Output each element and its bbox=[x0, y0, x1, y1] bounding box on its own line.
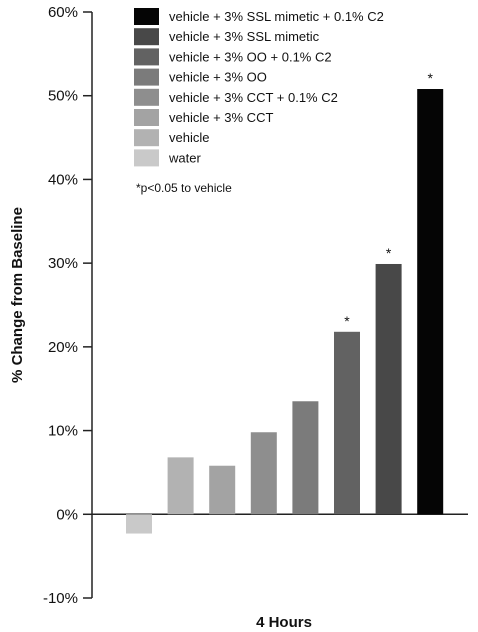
legend-label: vehicle + 3% OO + 0.1% C2 bbox=[169, 49, 332, 64]
significance-star: * bbox=[427, 70, 433, 86]
y-tick-label: 40% bbox=[48, 171, 78, 188]
legend-label: vehicle bbox=[169, 130, 209, 145]
legend: vehicle + 3% SSL mimetic + 0.1% C2 vehicl… bbox=[134, 8, 384, 167]
legend-label: vehicle + 3% OO bbox=[169, 70, 267, 85]
y-tick-label: 10% bbox=[48, 423, 78, 440]
legend-label: water bbox=[168, 150, 201, 165]
legend-label: vehicle + 3% CCT + 0.1% C2 bbox=[169, 90, 338, 105]
legend-swatch bbox=[134, 109, 159, 126]
bar bbox=[250, 432, 277, 515]
footnote: *p<0.05 to vehicle bbox=[136, 181, 232, 195]
bar bbox=[209, 465, 236, 515]
legend-label: vehicle + 3% SSL mimetic + 0.1% C2 bbox=[169, 9, 384, 24]
y-tick-label: 30% bbox=[48, 255, 78, 272]
bar bbox=[375, 263, 402, 515]
significance-star: * bbox=[386, 245, 392, 261]
x-axis-label: 4 Hours bbox=[256, 614, 312, 631]
legend-swatch bbox=[134, 48, 159, 66]
bar bbox=[292, 401, 319, 515]
y-tick-label: 50% bbox=[48, 88, 78, 105]
y-tick-label: 20% bbox=[48, 339, 78, 356]
axes: -10% 0% 10% 20% 30% 40% 50% 60% bbox=[43, 4, 468, 607]
bar bbox=[334, 331, 360, 515]
legend-label: vehicle + 3% SSL mimetic bbox=[169, 29, 320, 44]
y-tick-label: -10% bbox=[43, 590, 78, 607]
legend-label: vehicle + 3% CCT bbox=[169, 110, 273, 125]
legend-swatch bbox=[134, 88, 159, 106]
significance-star: * bbox=[344, 313, 350, 329]
bar bbox=[167, 457, 194, 515]
significance-markers: * * * bbox=[344, 70, 433, 329]
legend-swatch bbox=[134, 8, 159, 25]
legend-swatch bbox=[134, 129, 159, 147]
bar bbox=[126, 514, 152, 534]
legend-swatch bbox=[134, 149, 159, 167]
legend-swatch bbox=[134, 68, 159, 86]
legend-swatch bbox=[134, 28, 159, 46]
y-axis-label: % Change from Baseline bbox=[9, 207, 26, 383]
y-tick-label: 0% bbox=[56, 506, 78, 523]
y-tick-label: 60% bbox=[48, 4, 78, 21]
bars bbox=[126, 89, 444, 534]
bar bbox=[417, 89, 444, 515]
